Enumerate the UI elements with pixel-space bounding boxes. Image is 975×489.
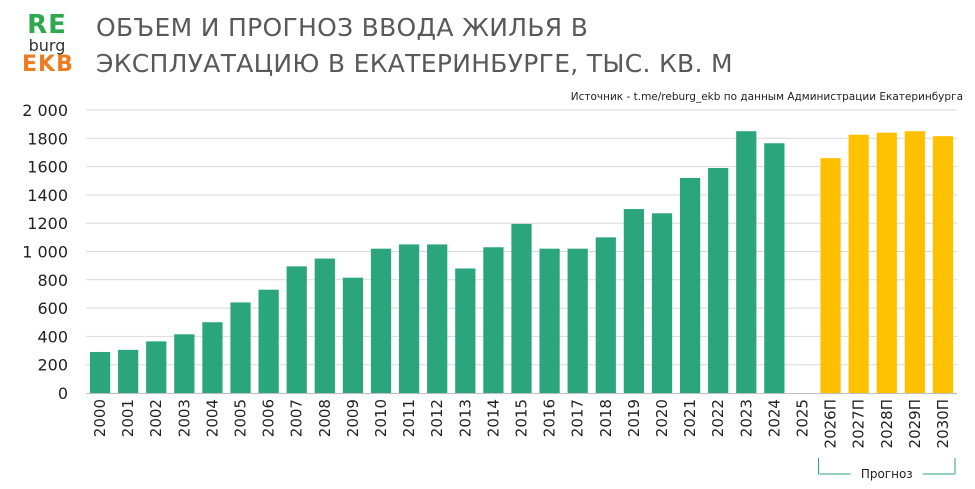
y-tick-label: 1400 [27, 186, 68, 205]
x-tick-label: 2023 [737, 399, 755, 437]
bar [398, 244, 420, 393]
y-axis-tick-labels: 0 200 400 600 800 1 000 1200 1400 1600 1800 2 000 [22, 101, 68, 403]
x-tick-label: 2009 [344, 399, 362, 437]
y-tick-label: 1600 [27, 158, 68, 177]
x-tick-label: 2008 [316, 399, 334, 437]
forecast-bracket: Прогноз [818, 458, 956, 481]
bar [679, 177, 701, 393]
x-axis-tick-labels: 2000 2001 2002 2003 2004 2005 2006 2007 2008 2009… [91, 399, 952, 448]
y-tick-label: 800 [37, 271, 68, 290]
bar [736, 131, 757, 393]
bar [623, 209, 645, 393]
logo-line-ekb: EKB [22, 52, 74, 77]
y-tick-label: 1 000 [22, 243, 68, 262]
logo-line-re: RE [27, 10, 67, 40]
x-tick-label: 2005 [232, 399, 250, 437]
y-tick-label: 1200 [27, 214, 68, 233]
x-tick-label: 2000 [91, 399, 109, 437]
x-tick-label: 2027П [850, 399, 868, 448]
x-tick-label: 2025 [793, 399, 811, 437]
bar [146, 341, 167, 393]
x-tick-label: 2018 [597, 399, 615, 437]
x-tick-label: 2012 [428, 399, 446, 437]
x-tick-label: 2022 [709, 399, 727, 437]
x-tick-label: 2011 [400, 399, 418, 437]
x-tick-label: 2006 [260, 399, 278, 437]
bar [89, 351, 111, 393]
bar [539, 248, 560, 393]
bar [820, 158, 841, 393]
bar [118, 349, 139, 393]
bar [427, 244, 448, 393]
source-note: Источник - t.me/reburg_ekb по данным Адм… [570, 91, 963, 103]
bar [848, 134, 869, 393]
x-tick-label: 2029П [906, 399, 924, 448]
x-tick-label: 2016 [541, 399, 559, 437]
chart-title-line-2: ЭКСПЛУАТАЦИЮ В ЕКАТЕРИНБУРГЕ, ТЫС. КВ. М [96, 49, 733, 78]
bar [595, 237, 616, 393]
x-tick-label: 2004 [203, 399, 221, 437]
logo-line-burg: burg [28, 36, 66, 55]
x-tick-label: 2002 [147, 399, 165, 437]
y-tick-label: 0 [58, 384, 68, 403]
bars [89, 131, 954, 394]
x-tick-label: 2015 [513, 399, 531, 437]
bar [314, 258, 335, 393]
x-tick-label: 2026П [822, 399, 840, 448]
x-tick-label: 2024 [765, 399, 783, 437]
bar [174, 334, 195, 393]
chart-title-line-1: ОБЪЕМ И ПРОГНОЗ ВВОДА ЖИЛЬЯ В [96, 13, 589, 42]
forecast-label: Прогноз [861, 467, 913, 481]
bar [511, 223, 532, 393]
bar [342, 277, 364, 393]
x-tick-label: 2010 [372, 399, 390, 437]
bar [876, 132, 897, 393]
bar [651, 213, 673, 393]
bar [483, 247, 504, 393]
x-tick-label: 2019 [625, 399, 643, 437]
x-tick-label: 2030П [934, 399, 952, 448]
y-tick-label: 1800 [27, 129, 68, 148]
x-tick-label: 2014 [484, 399, 502, 437]
bar [258, 289, 279, 393]
x-tick-label: 2028П [878, 399, 896, 448]
bar [230, 302, 251, 393]
x-tick-label: 2017 [569, 399, 587, 437]
bar [567, 248, 588, 393]
bar [286, 266, 307, 393]
bar [932, 136, 954, 394]
bar [708, 168, 729, 393]
x-tick-label: 2013 [456, 399, 474, 437]
x-tick-label: 2007 [288, 399, 306, 437]
y-tick-label: 200 [37, 356, 68, 375]
x-tick-label: 2001 [119, 399, 137, 437]
x-tick-label: 2020 [653, 399, 671, 437]
y-tick-label: 400 [37, 327, 68, 346]
x-tick-label: 2003 [175, 399, 193, 437]
bar [904, 131, 925, 393]
x-tick-label: 2021 [681, 399, 699, 437]
bar [455, 268, 476, 393]
y-tick-label: 2 000 [22, 101, 68, 120]
bar [202, 322, 223, 393]
y-tick-label: 600 [37, 299, 68, 318]
bar [370, 248, 392, 393]
logo: RE burg EKB [22, 10, 74, 77]
bar [764, 143, 785, 393]
chart-title: ОБЪЕМ И ПРОГНОЗ ВВОДА ЖИЛЬЯ В ЭКСПЛУАТАЦ… [96, 10, 733, 82]
